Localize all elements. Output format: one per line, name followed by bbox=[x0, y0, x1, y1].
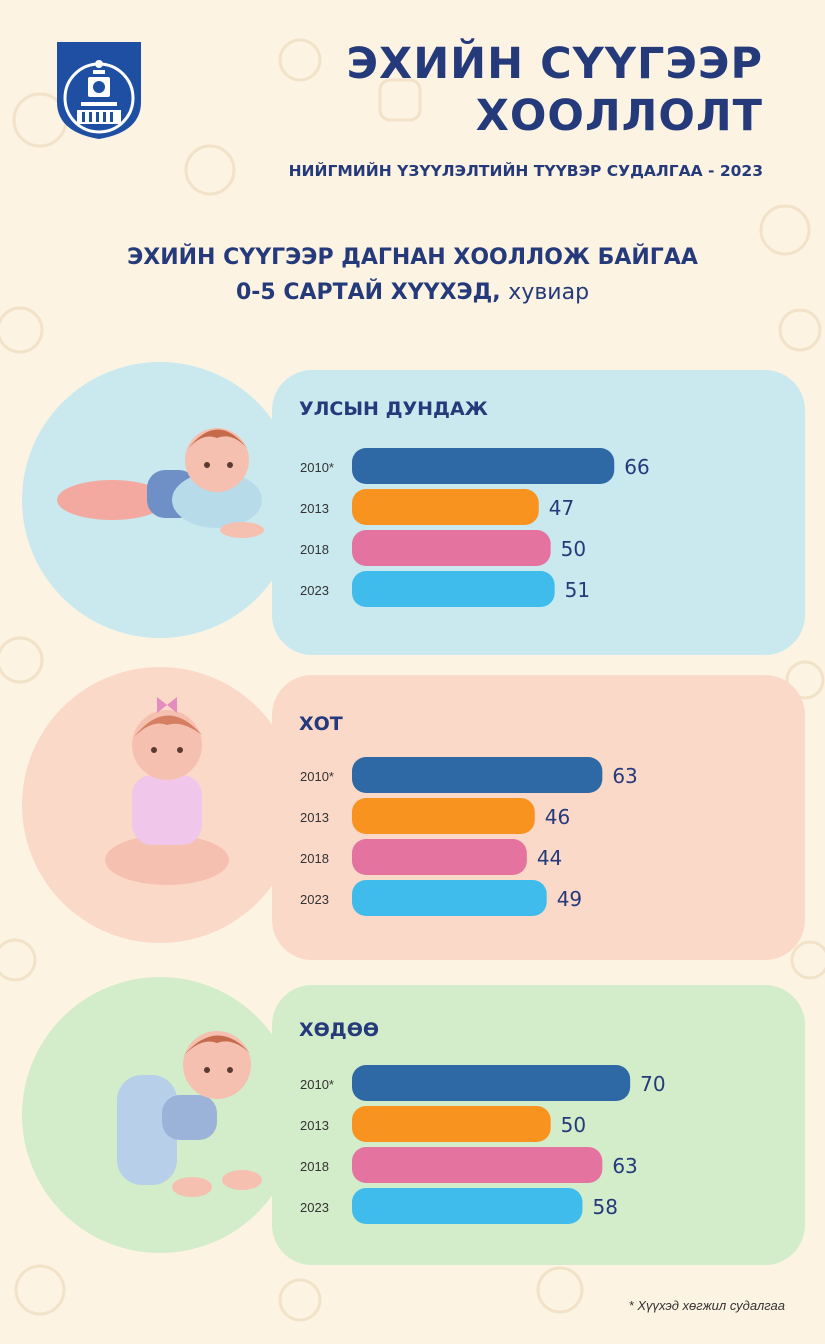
chart-heading: ЭХИЙН СҮҮГЭЭР ДАГНАН ХООЛЛОЖ БАЙГАА 0-5 … bbox=[40, 240, 785, 310]
page-title: ЭХИЙН СҮҮГЭЭР ХООЛЛОЛТ bbox=[243, 38, 763, 142]
category-label: 2018 bbox=[300, 1159, 329, 1174]
panel-city: ХОТ 2010* 63 2013 46 2018 44 2023 49 bbox=[22, 645, 807, 960]
category-label: 2013 bbox=[300, 810, 329, 825]
bar-2010 bbox=[352, 448, 615, 484]
category-label: 2018 bbox=[300, 542, 329, 557]
chart-city: 2010* 63 2013 46 2018 44 2023 49 bbox=[300, 757, 638, 916]
panel-national-title: УЛСЫН ДУНДАЖ bbox=[299, 398, 488, 420]
value-label: 66 bbox=[624, 455, 649, 479]
value-label: 50 bbox=[561, 1113, 586, 1137]
chart-national: 2010* 66 2013 47 2018 50 2023 51 bbox=[300, 448, 650, 607]
value-label: 47 bbox=[549, 496, 574, 520]
footnote: * Хүүхэд хөгжил судалгаа bbox=[628, 1298, 785, 1313]
bar-2013 bbox=[352, 1106, 551, 1142]
bar-2018 bbox=[352, 1147, 603, 1183]
bar-2018 bbox=[352, 530, 551, 566]
category-label: 2010* bbox=[300, 1077, 334, 1092]
category-label: 2010* bbox=[300, 460, 334, 475]
panel-rural: ХӨДӨӨ 2010* 70 2013 50 2018 63 2023 58 bbox=[22, 955, 807, 1265]
heading-line-1: ЭХИЙН СҮҮГЭЭР ДАГНАН ХООЛЛОЖ БАЙГАА bbox=[127, 245, 698, 270]
category-label: 2023 bbox=[300, 583, 329, 598]
value-label: 44 bbox=[537, 846, 562, 870]
value-label: 50 bbox=[561, 537, 586, 561]
panel-city-title: ХОТ bbox=[299, 713, 343, 735]
bar-2023 bbox=[352, 1188, 583, 1224]
value-label: 49 bbox=[557, 887, 582, 911]
value-label: 70 bbox=[640, 1072, 665, 1096]
heading-unit: хувиар bbox=[508, 280, 590, 305]
chart-rural: 2010* 70 2013 50 2018 63 2023 58 bbox=[300, 1065, 666, 1224]
page-subtitle: НИЙГМИЙН ҮЗҮҮЛЭЛТИЙН ТҮҮВЭР СУДАЛГАА - 2… bbox=[288, 162, 763, 180]
category-label: 2013 bbox=[300, 1118, 329, 1133]
bar-2013 bbox=[352, 489, 539, 525]
bar-2013 bbox=[352, 798, 535, 834]
value-label: 58 bbox=[592, 1195, 617, 1219]
baby-sitting-illustration bbox=[105, 697, 229, 885]
bar-2023 bbox=[352, 880, 547, 916]
value-label: 63 bbox=[612, 764, 637, 788]
panel-rural-title: ХӨДӨӨ bbox=[299, 1019, 380, 1041]
bar-2010 bbox=[352, 1065, 631, 1101]
bar-2023 bbox=[352, 571, 555, 607]
value-label: 63 bbox=[612, 1154, 637, 1178]
bar-2010 bbox=[352, 757, 603, 793]
category-label: 2023 bbox=[300, 1200, 329, 1215]
baby-crawling-illustration bbox=[117, 1031, 262, 1197]
heading-line-2: 0-5 САРТАЙ ХҮҮХЭД, bbox=[235, 280, 501, 305]
category-label: 2018 bbox=[300, 851, 329, 866]
bar-2018 bbox=[352, 839, 527, 875]
panel-national: УЛСЫН ДУНДАЖ 2010* 66 2013 47 2018 50 2023 51 bbox=[22, 340, 807, 655]
value-label: 46 bbox=[545, 805, 570, 829]
title-line-2: ХООЛЛОЛТ bbox=[475, 91, 763, 141]
category-label: 2010* bbox=[300, 769, 334, 784]
category-label: 2013 bbox=[300, 501, 329, 516]
state-emblem-logo bbox=[57, 42, 141, 139]
value-label: 51 bbox=[565, 578, 590, 602]
category-label: 2023 bbox=[300, 892, 329, 907]
title-line-1: ЭХИЙН СҮҮГЭЭР bbox=[346, 39, 763, 89]
baby-lying-illustration bbox=[57, 428, 264, 538]
